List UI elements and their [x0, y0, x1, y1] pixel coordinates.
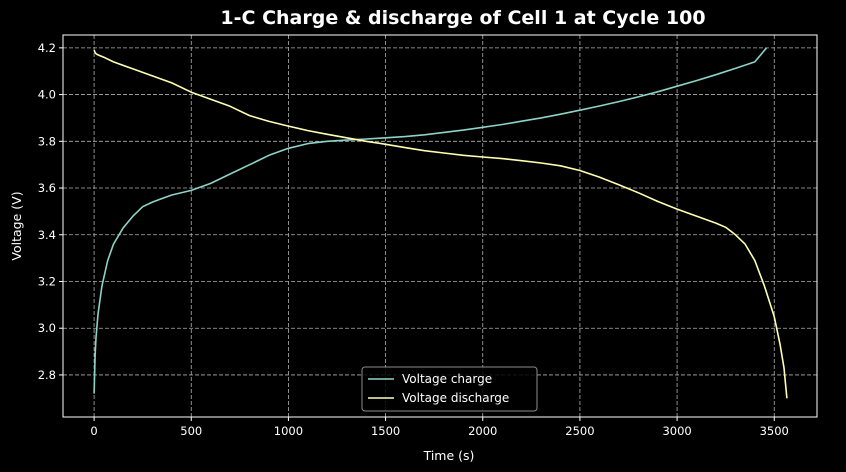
x-axis-label: Time (s): [423, 448, 475, 463]
y-tick-label: 3.0: [38, 321, 56, 335]
legend-box: [361, 366, 538, 412]
y-tick-label: 4.2: [38, 41, 56, 55]
y-tick-label: 3.8: [38, 134, 56, 148]
x-tick-label: 2500: [565, 424, 594, 438]
chart-title: 1-C Charge & discharge of Cell 1 at Cycl…: [220, 7, 705, 29]
x-tick-label: 0: [90, 424, 97, 438]
plot-frame: [62, 34, 818, 418]
legend: Voltage charge Voltage discharge: [361, 366, 538, 412]
series-line-1: [93, 49, 788, 399]
y-tick-label: 3.2: [38, 274, 56, 288]
x-tick-label: 1500: [371, 424, 400, 438]
x-tick-label: 1000: [274, 424, 303, 438]
x-tick-label: 3000: [662, 424, 691, 438]
y-tick-label: 2.8: [38, 368, 56, 382]
x-tick-label: 500: [180, 424, 202, 438]
y-tick-label: 4.0: [38, 88, 56, 102]
grid: [63, 35, 817, 417]
legend-label-0: Voltage charge: [402, 372, 492, 386]
y-tick-label: 3.6: [38, 181, 56, 195]
legend-label-1: Voltage discharge: [402, 391, 509, 405]
x-tick-label: 3500: [760, 424, 789, 438]
y-tick-label: 3.4: [38, 228, 56, 242]
axis-ticks: 0 500 1000 1500 2000 2500 3000 3500 2.8 3.0 3.2 3.4…: [38, 41, 789, 438]
x-tick-label: 2000: [468, 424, 497, 438]
y-axis-label: Voltage (V): [9, 191, 24, 260]
series-lines: [93, 47, 788, 399]
